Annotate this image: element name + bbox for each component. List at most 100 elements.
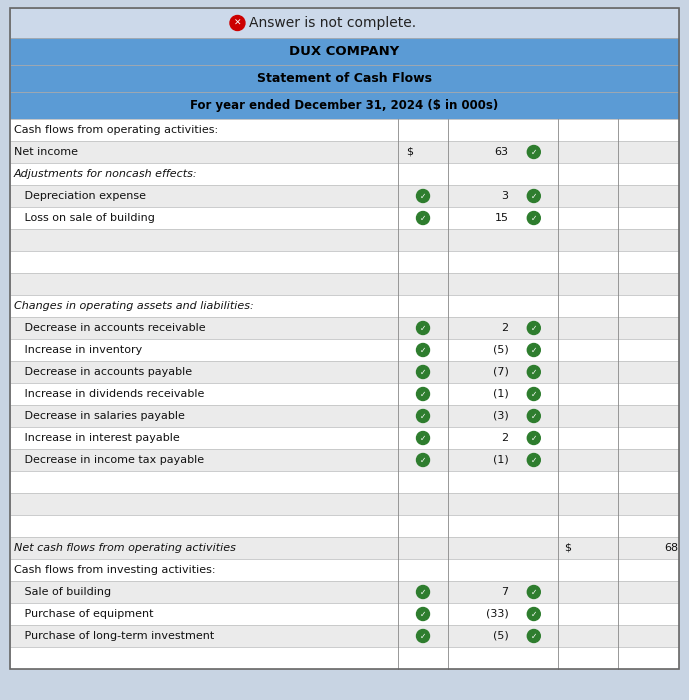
Circle shape bbox=[527, 585, 540, 598]
Circle shape bbox=[416, 629, 429, 643]
Text: $: $ bbox=[406, 147, 413, 157]
Text: Depreciation expense: Depreciation expense bbox=[14, 191, 146, 201]
Text: ✓: ✓ bbox=[531, 148, 537, 157]
Text: ✓: ✓ bbox=[531, 214, 537, 223]
Bar bbox=[10, 537, 679, 559]
Text: (1): (1) bbox=[493, 389, 508, 399]
Text: ✓: ✓ bbox=[531, 323, 537, 332]
Circle shape bbox=[527, 344, 540, 356]
Bar bbox=[10, 295, 679, 317]
Bar bbox=[10, 427, 679, 449]
Text: 63: 63 bbox=[495, 147, 508, 157]
Circle shape bbox=[527, 146, 540, 158]
Text: 3: 3 bbox=[502, 191, 508, 201]
Bar bbox=[10, 92, 679, 119]
Text: ✓: ✓ bbox=[531, 192, 537, 200]
Bar bbox=[10, 65, 679, 92]
Text: 68: 68 bbox=[664, 543, 679, 553]
Text: ✓: ✓ bbox=[420, 631, 426, 640]
Text: Cash flows from investing activities:: Cash flows from investing activities: bbox=[14, 565, 216, 575]
Text: Increase in inventory: Increase in inventory bbox=[14, 345, 142, 355]
Text: 2: 2 bbox=[502, 433, 508, 443]
Circle shape bbox=[527, 388, 540, 400]
Bar bbox=[10, 119, 679, 141]
Text: Changes in operating assets and liabilities:: Changes in operating assets and liabilit… bbox=[14, 301, 254, 311]
Text: ✓: ✓ bbox=[531, 433, 537, 442]
Text: 15: 15 bbox=[495, 213, 508, 223]
Circle shape bbox=[527, 454, 540, 466]
Text: Increase in interest payable: Increase in interest payable bbox=[14, 433, 180, 443]
Bar bbox=[10, 603, 679, 625]
Text: ✓: ✓ bbox=[420, 456, 426, 465]
Circle shape bbox=[416, 585, 429, 598]
Text: Answer is not complete.: Answer is not complete. bbox=[249, 16, 416, 30]
Text: Decrease in accounts payable: Decrease in accounts payable bbox=[14, 367, 192, 377]
Bar bbox=[10, 493, 679, 515]
Text: Adjustments for noncash effects:: Adjustments for noncash effects: bbox=[14, 169, 198, 179]
Bar bbox=[10, 559, 679, 581]
Circle shape bbox=[527, 608, 540, 620]
Circle shape bbox=[416, 344, 429, 356]
Bar bbox=[10, 361, 679, 383]
Bar bbox=[10, 38, 679, 65]
Bar bbox=[10, 317, 679, 339]
Text: Decrease in income tax payable: Decrease in income tax payable bbox=[14, 455, 204, 465]
Circle shape bbox=[527, 211, 540, 225]
Text: (33): (33) bbox=[486, 609, 508, 619]
Circle shape bbox=[527, 629, 540, 643]
Bar bbox=[10, 273, 679, 295]
Text: ✓: ✓ bbox=[531, 368, 537, 377]
Circle shape bbox=[230, 15, 245, 31]
Text: Decrease in accounts receivable: Decrease in accounts receivable bbox=[14, 323, 205, 333]
Circle shape bbox=[527, 321, 540, 335]
Text: 2: 2 bbox=[502, 323, 508, 333]
Text: (1): (1) bbox=[493, 455, 508, 465]
Text: ✓: ✓ bbox=[420, 323, 426, 332]
Text: For year ended December 31, 2024 ($ in 000s): For year ended December 31, 2024 ($ in 0… bbox=[190, 99, 499, 112]
Bar bbox=[10, 185, 679, 207]
Circle shape bbox=[527, 365, 540, 379]
Bar bbox=[10, 647, 679, 669]
Text: ✓: ✓ bbox=[420, 389, 426, 398]
Text: Statement of Cash Flows: Statement of Cash Flows bbox=[257, 72, 432, 85]
Text: ✕: ✕ bbox=[234, 18, 241, 27]
Circle shape bbox=[416, 321, 429, 335]
Text: 7: 7 bbox=[502, 587, 508, 597]
Text: ✓: ✓ bbox=[420, 214, 426, 223]
Bar bbox=[10, 207, 679, 229]
Bar bbox=[10, 405, 679, 427]
Text: Net cash flows from operating activities: Net cash flows from operating activities bbox=[14, 543, 236, 553]
Text: Net income: Net income bbox=[14, 147, 78, 157]
Text: ✓: ✓ bbox=[531, 389, 537, 398]
Circle shape bbox=[416, 431, 429, 444]
Text: ✓: ✓ bbox=[420, 610, 426, 619]
Bar bbox=[10, 471, 679, 493]
Circle shape bbox=[527, 190, 540, 202]
Text: ✓: ✓ bbox=[531, 412, 537, 421]
Text: Decrease in salaries payable: Decrease in salaries payable bbox=[14, 411, 185, 421]
Text: $: $ bbox=[564, 543, 571, 553]
Circle shape bbox=[416, 365, 429, 379]
Text: Increase in dividends receivable: Increase in dividends receivable bbox=[14, 389, 205, 399]
Bar bbox=[10, 581, 679, 603]
Text: ✓: ✓ bbox=[420, 412, 426, 421]
Text: ✓: ✓ bbox=[420, 433, 426, 442]
Text: (7): (7) bbox=[493, 367, 508, 377]
Text: ✓: ✓ bbox=[531, 346, 537, 354]
Bar bbox=[10, 449, 679, 471]
Text: ✓: ✓ bbox=[420, 346, 426, 354]
Circle shape bbox=[416, 190, 429, 202]
Text: DUX COMPANY: DUX COMPANY bbox=[289, 45, 400, 58]
Text: Purchase of long-term investment: Purchase of long-term investment bbox=[14, 631, 214, 641]
Circle shape bbox=[416, 454, 429, 466]
Bar bbox=[10, 515, 679, 537]
Circle shape bbox=[527, 431, 540, 444]
Text: ✓: ✓ bbox=[420, 587, 426, 596]
Bar bbox=[10, 339, 679, 361]
Bar bbox=[10, 141, 679, 163]
Bar bbox=[10, 229, 679, 251]
Bar bbox=[10, 383, 679, 405]
Text: Sale of building: Sale of building bbox=[14, 587, 111, 597]
Text: ✓: ✓ bbox=[420, 192, 426, 200]
Circle shape bbox=[416, 410, 429, 423]
